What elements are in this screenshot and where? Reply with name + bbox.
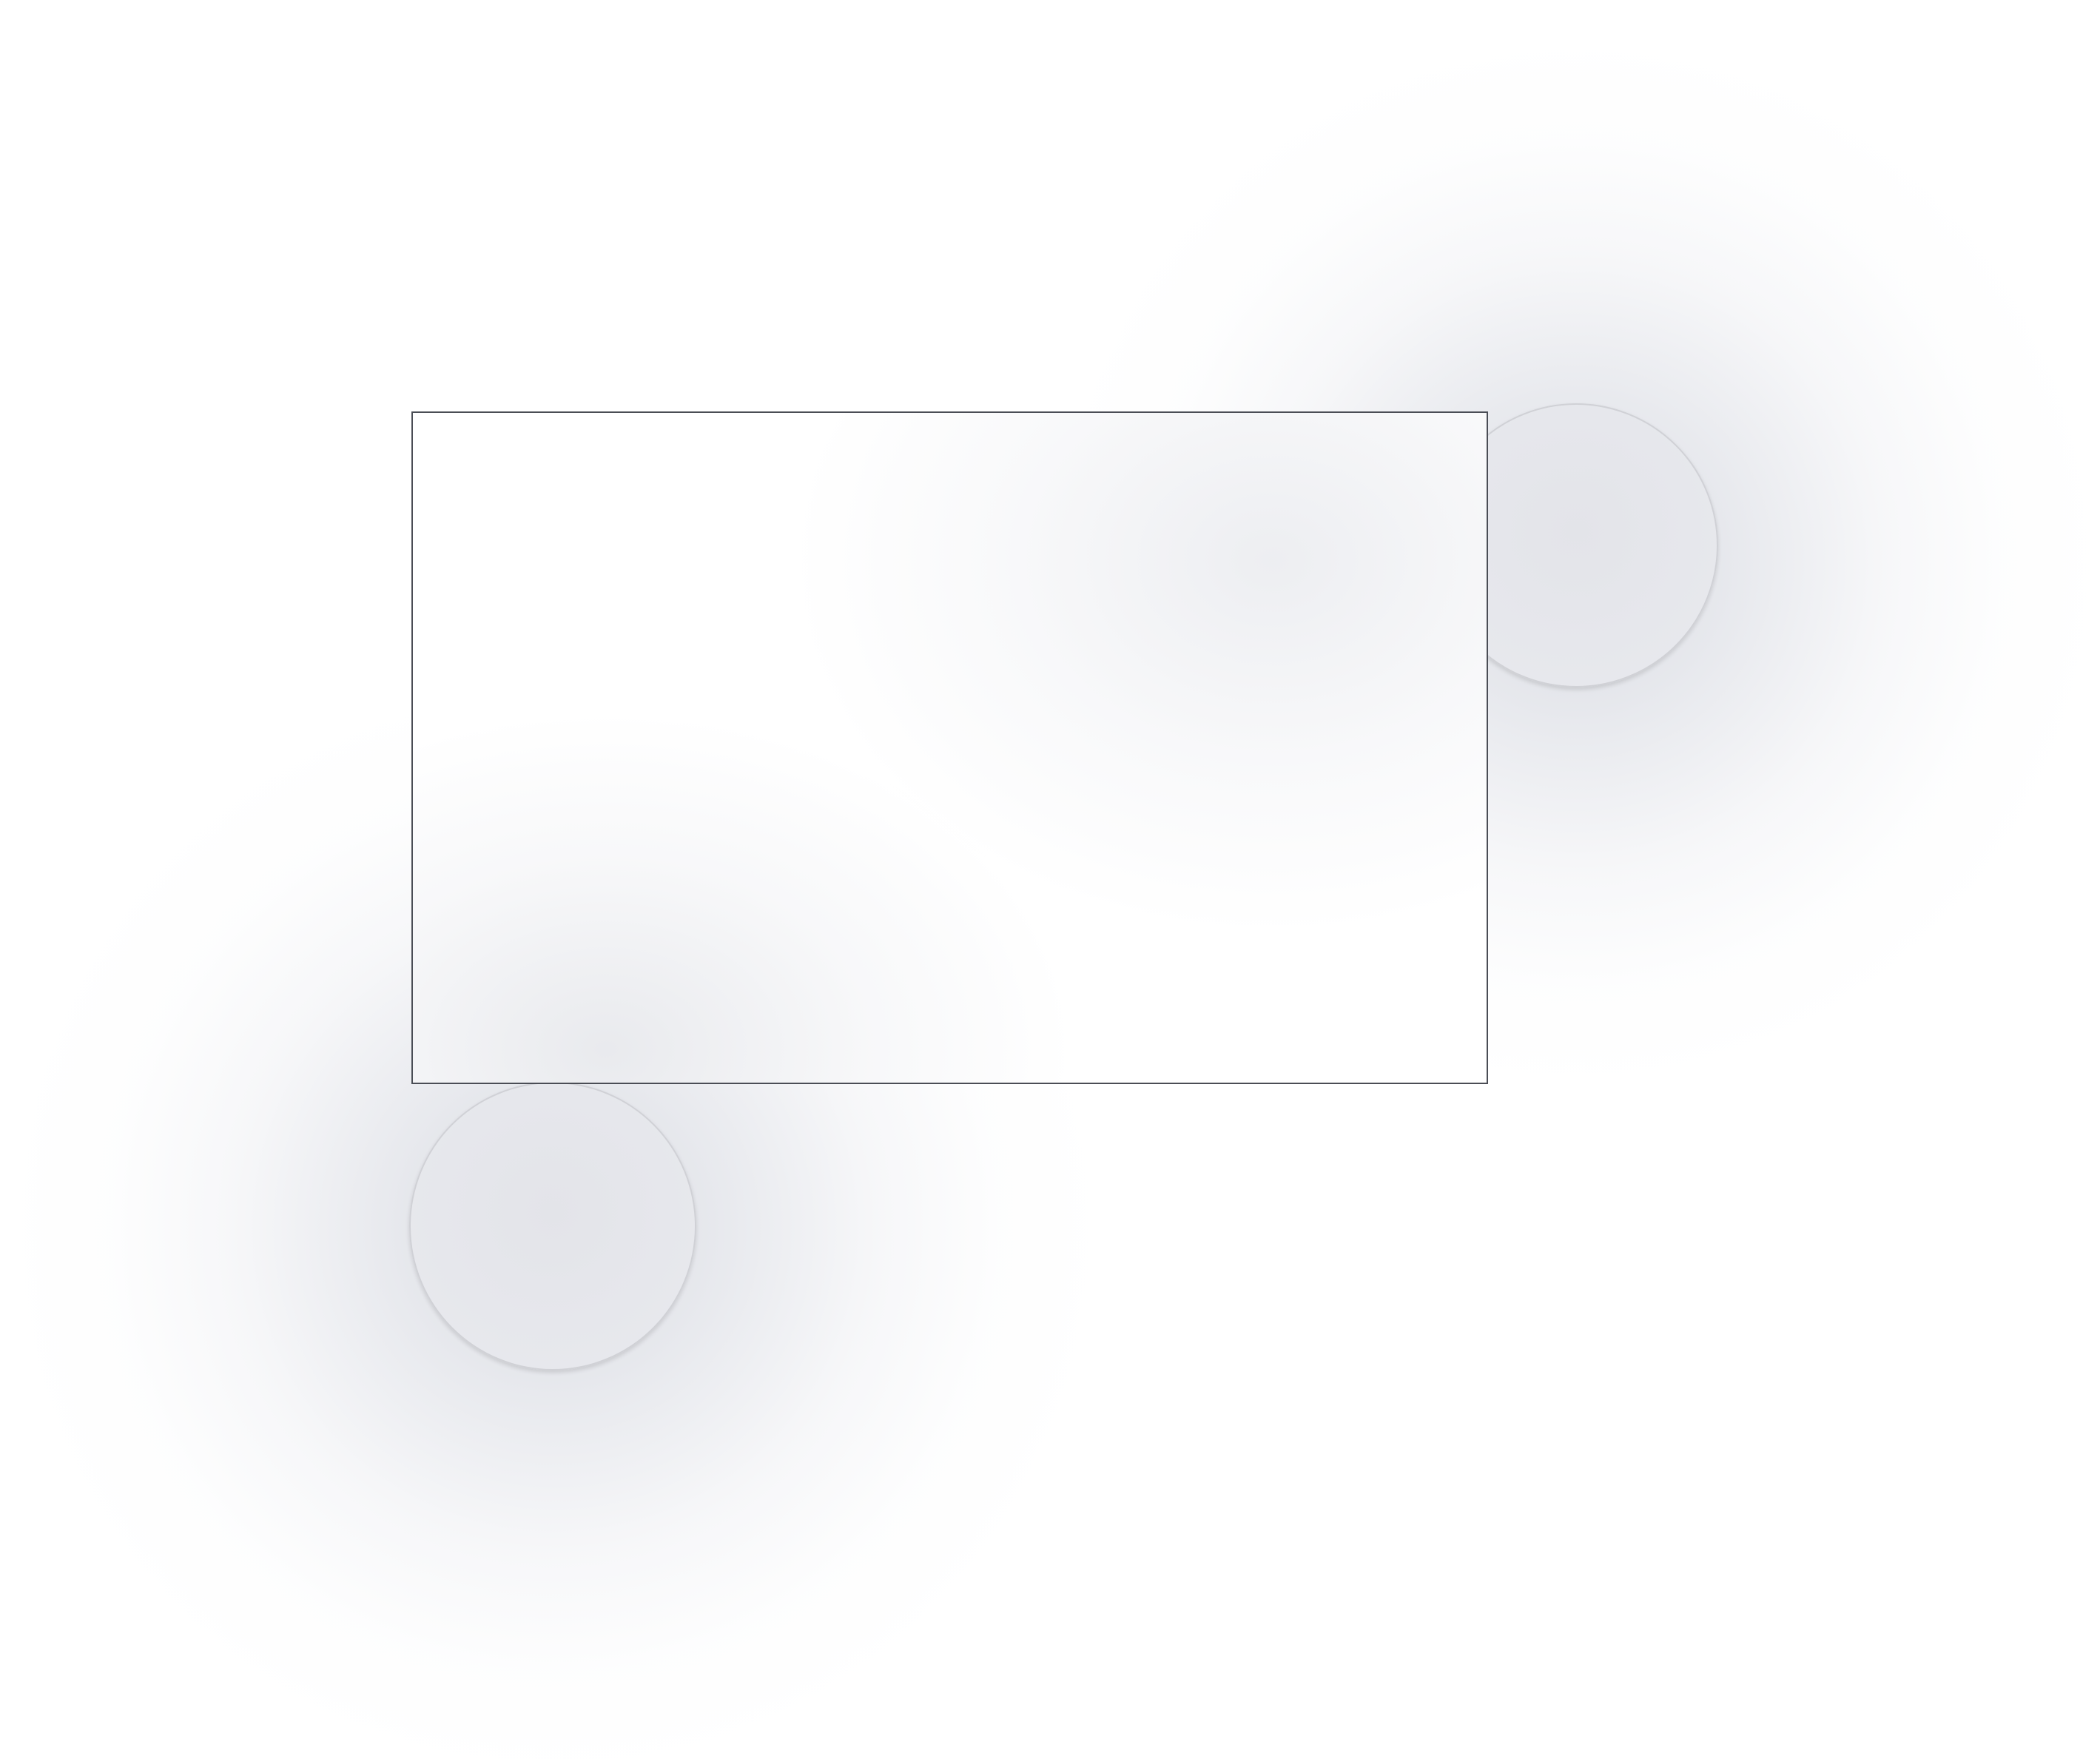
circle-blob-bottom-left xyxy=(409,1082,696,1370)
main-card xyxy=(411,411,1488,1084)
